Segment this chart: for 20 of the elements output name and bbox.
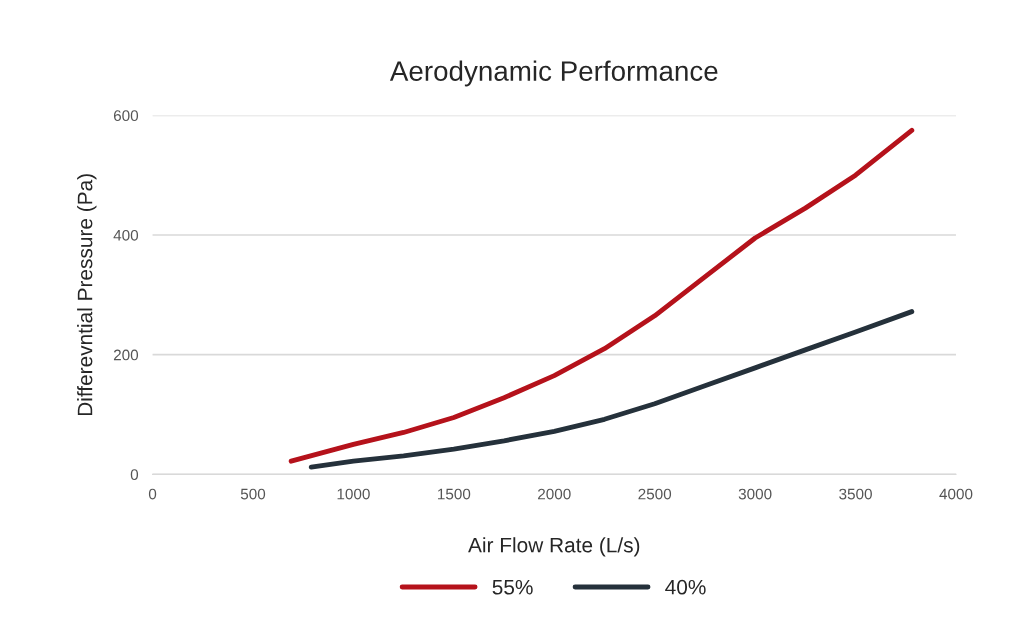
chart-title: Aerodynamic Performance bbox=[389, 60, 718, 87]
line-series bbox=[308, 309, 915, 470]
y-tick-label: 600 bbox=[113, 110, 139, 122]
x-tick-label: 1000 bbox=[337, 488, 370, 500]
x-tick-label: 3000 bbox=[738, 488, 772, 500]
x-tick-label: 3500 bbox=[839, 488, 872, 500]
x-tick-label: 2500 bbox=[638, 488, 672, 500]
y-tick-label: 0 bbox=[130, 469, 139, 481]
y-tick-label: 200 bbox=[113, 349, 139, 361]
y-tick-label: 400 bbox=[113, 229, 139, 241]
x-tick-label: 500 bbox=[240, 488, 266, 500]
line-series bbox=[288, 127, 915, 464]
x-tick-label: 2000 bbox=[538, 488, 571, 500]
x-tick-label: 4000 bbox=[939, 488, 973, 500]
legend-label: 40% bbox=[665, 579, 706, 595]
x-tick-label: 1500 bbox=[438, 488, 471, 500]
x-tick-label: 0 bbox=[148, 488, 157, 500]
legend-label: 55% bbox=[492, 579, 533, 595]
x-axis-title: Air Flow Rate (L/s) bbox=[468, 537, 640, 557]
y-axis-title: Differevntial Pressure (Pa) bbox=[77, 174, 97, 416]
